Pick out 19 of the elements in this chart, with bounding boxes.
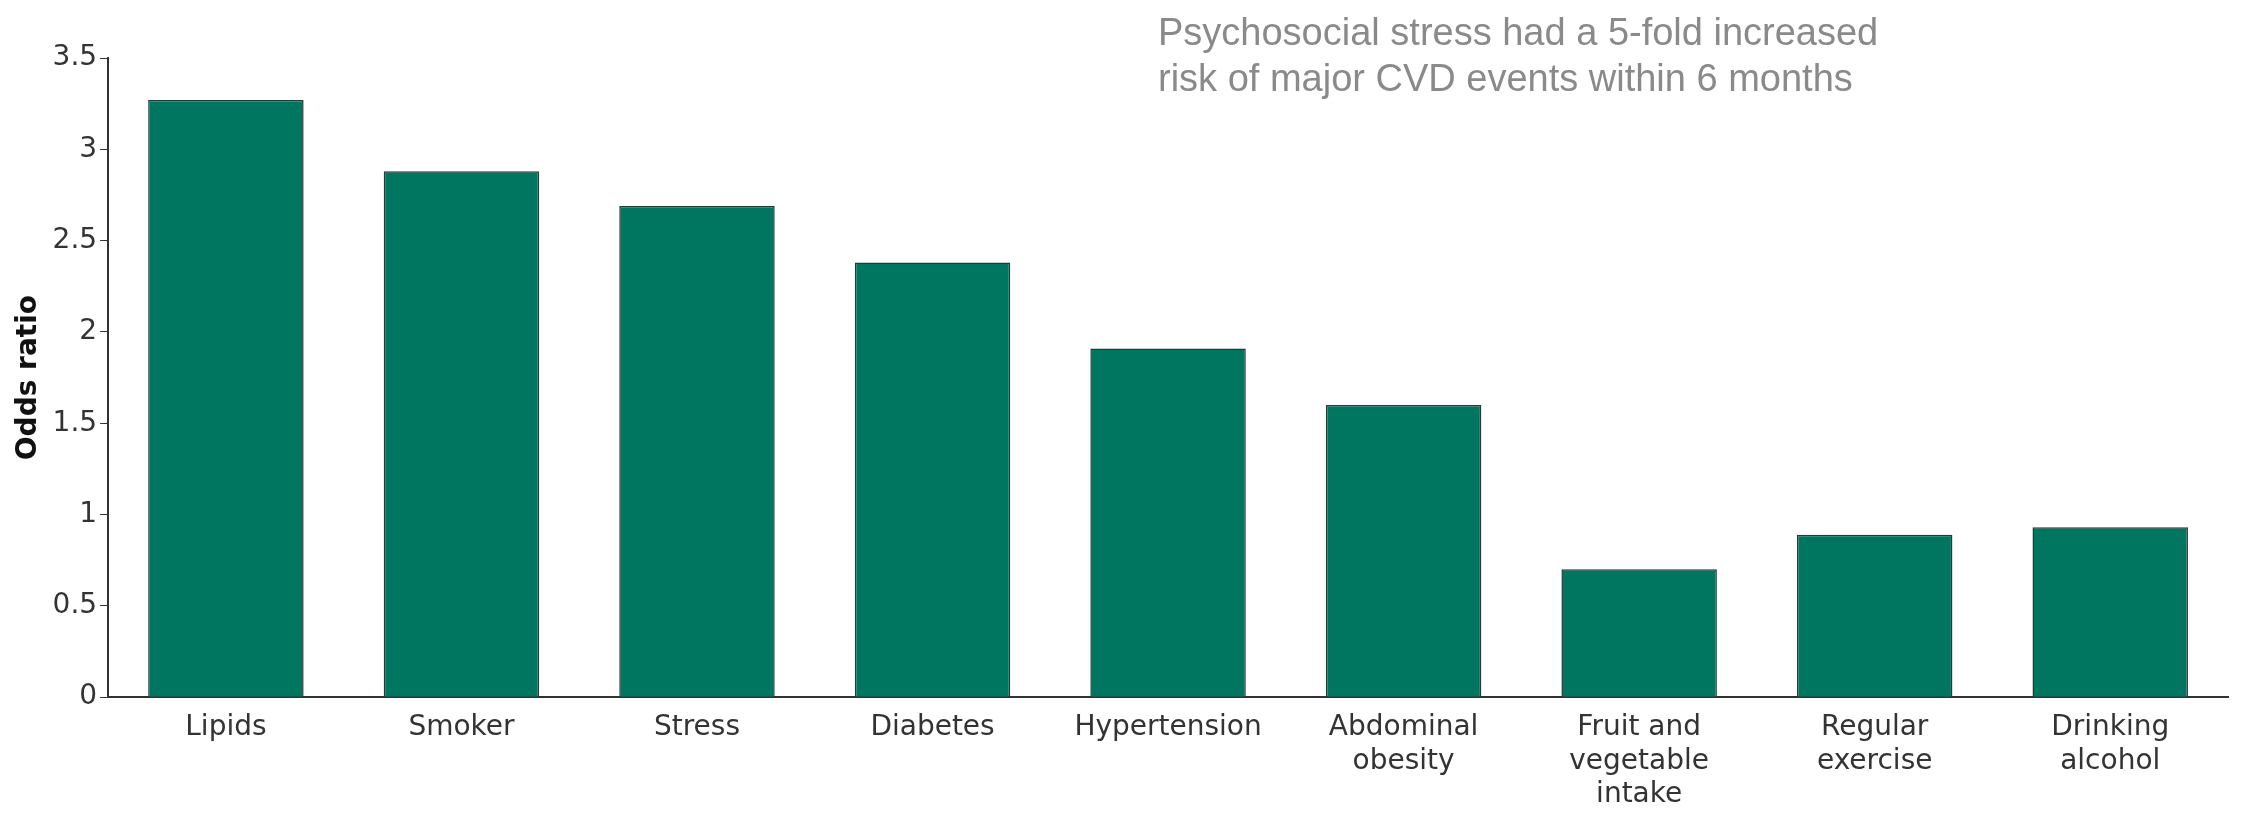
y-tick-label: 3.5 bbox=[52, 39, 98, 73]
y-tick-label: 0 bbox=[79, 678, 98, 712]
y-tick-label: 0.5 bbox=[52, 587, 98, 621]
x-tick-label: Fruit and vegetable intake bbox=[1569, 709, 1710, 810]
x-tick-label: Diabetes bbox=[870, 709, 995, 743]
x-tick-label: Hypertension bbox=[1074, 709, 1262, 743]
y-tick-label: 2 bbox=[79, 313, 98, 347]
x-tick-label: Drinking alcohol bbox=[2051, 709, 2170, 776]
x-tick-label: Lipids bbox=[185, 709, 267, 743]
y-tick-label: 2.5 bbox=[52, 221, 98, 255]
y-axis-title: Odds ratio bbox=[10, 294, 44, 461]
x-tick-label: Abdominal obesity bbox=[1328, 709, 1479, 776]
y-tick-label: 1 bbox=[79, 495, 98, 529]
x-tick-label: Stress bbox=[653, 709, 741, 743]
x-tick-label: Regular exercise bbox=[1816, 709, 1933, 776]
annotation: Psychosocial stress had a 5-fold increased risk of major CVD events within 6 months bbox=[1158, 11, 1879, 100]
x-tick-label: Smoker bbox=[408, 709, 515, 743]
y-tick-label: 3 bbox=[79, 130, 98, 164]
y-tick-label: 1.5 bbox=[52, 404, 98, 438]
